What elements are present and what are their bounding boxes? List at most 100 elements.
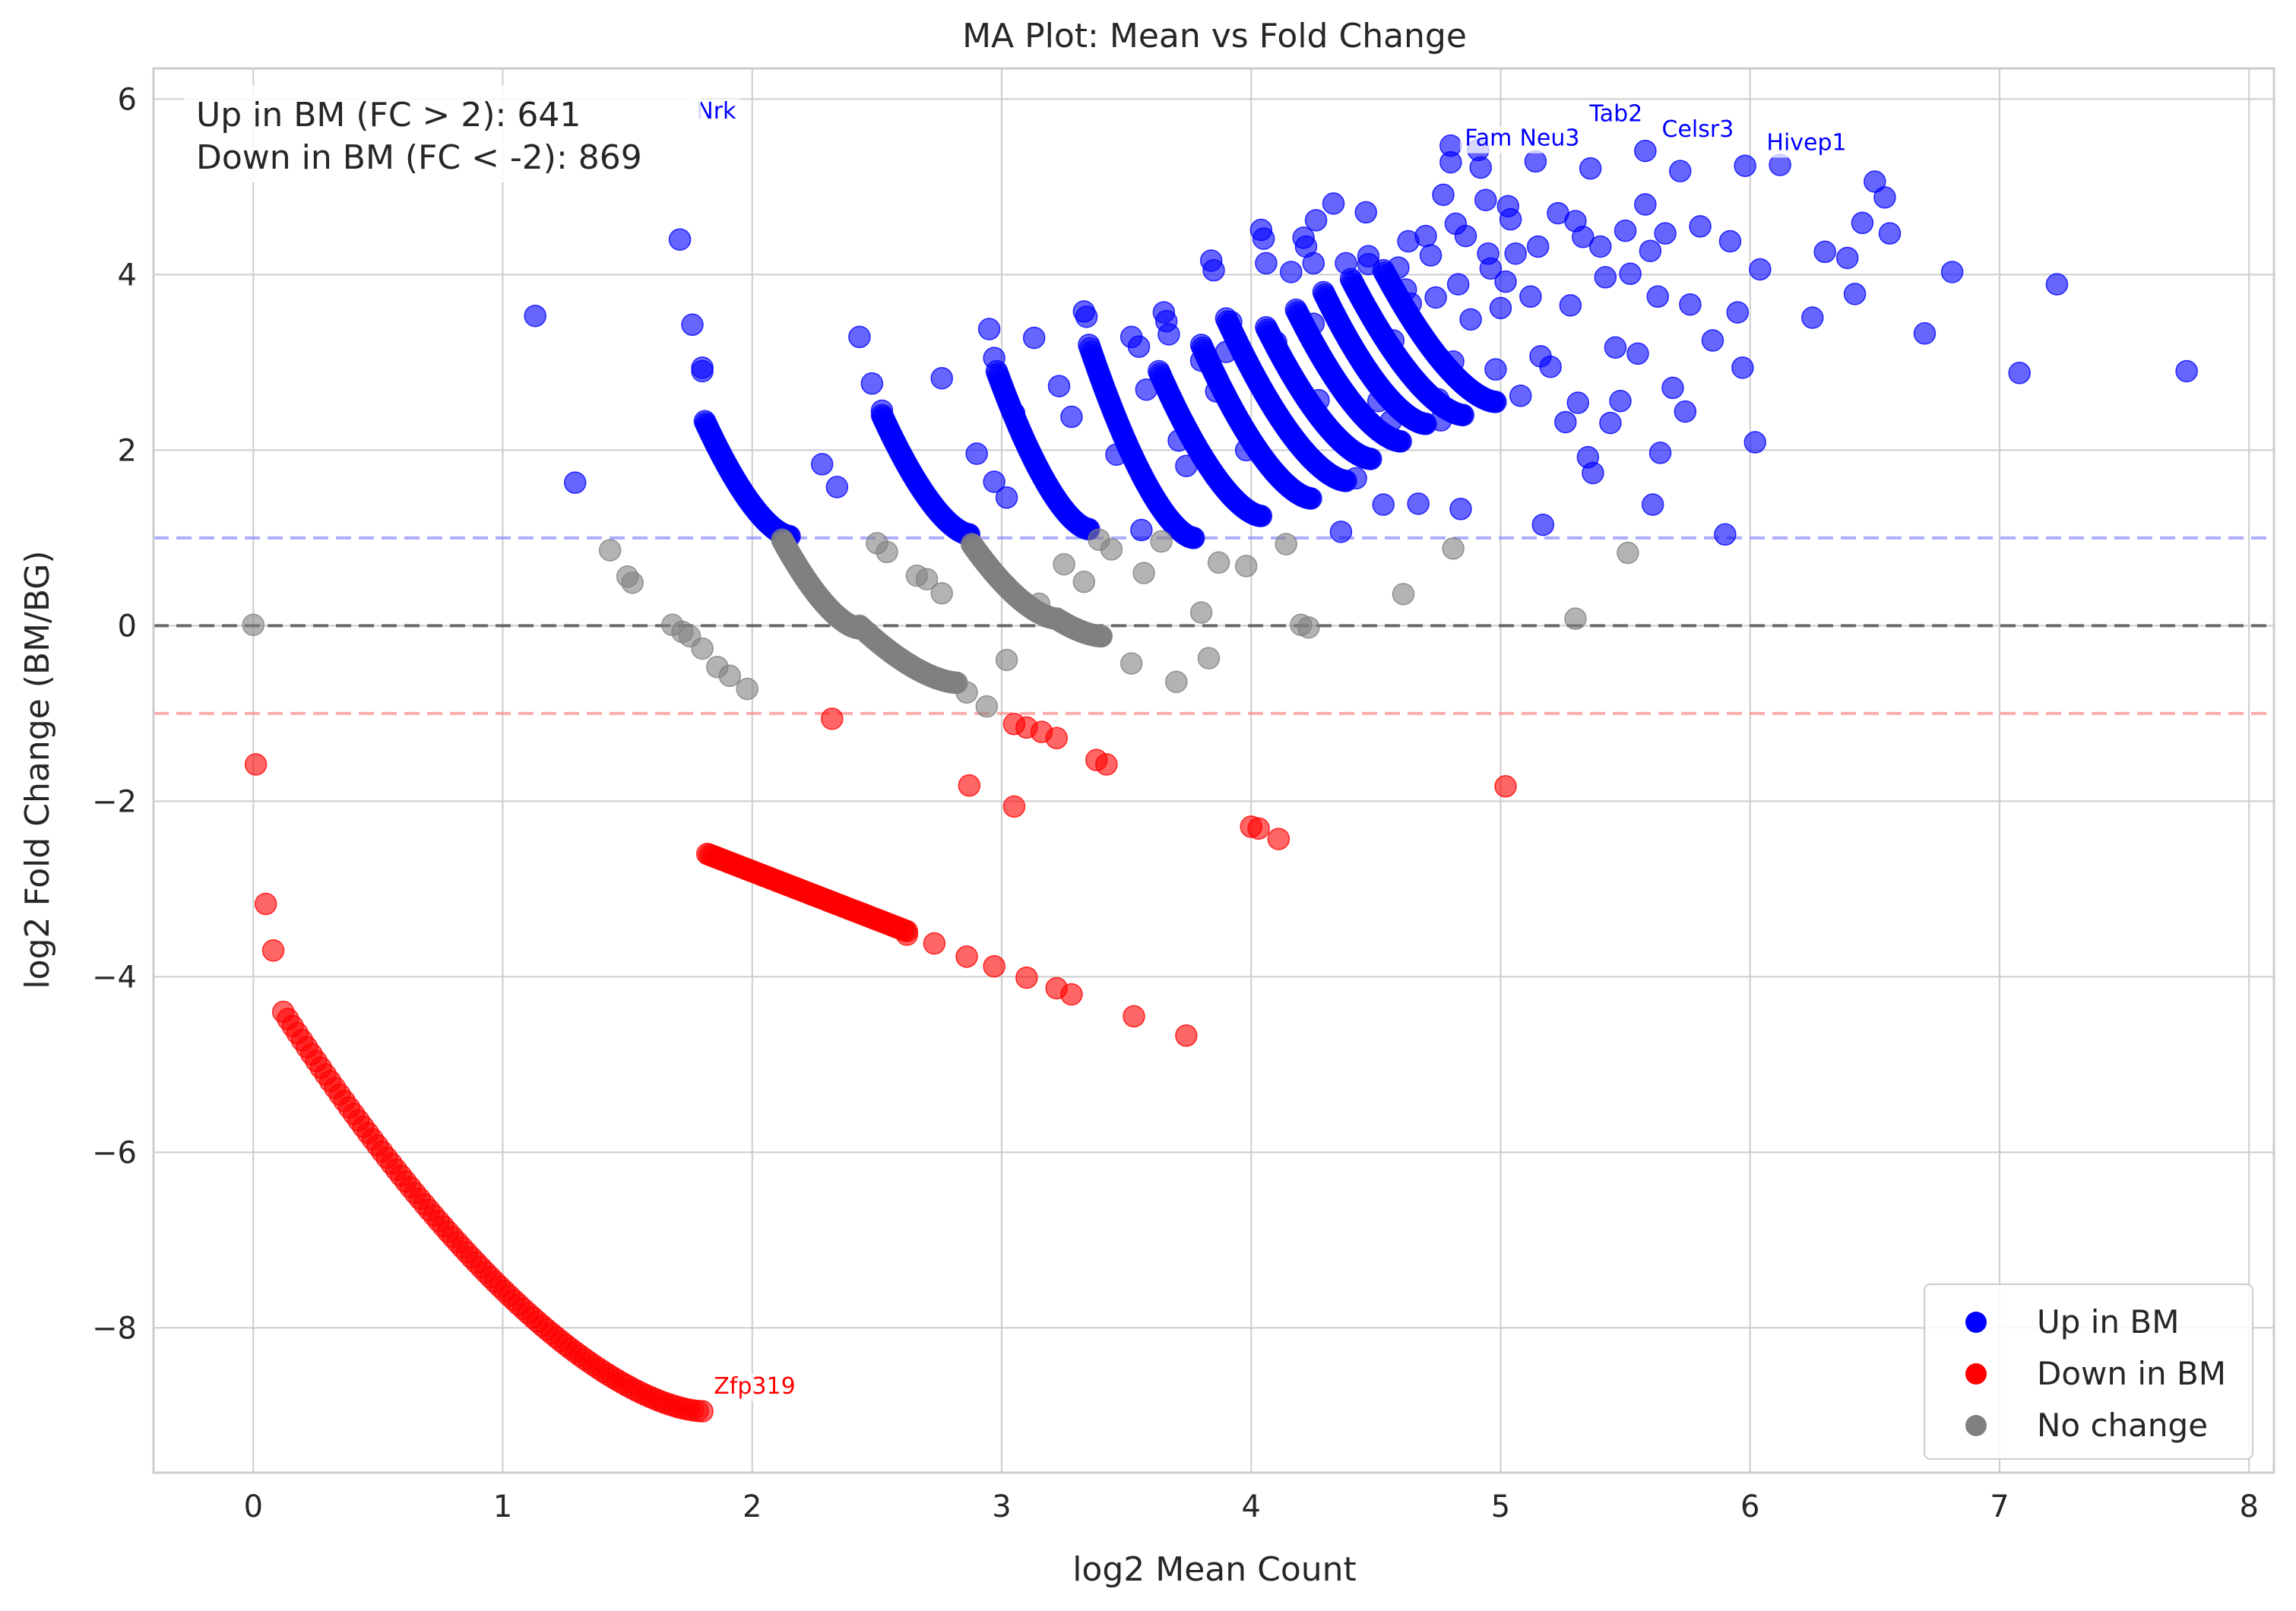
data-point-no-change (1028, 592, 1050, 616)
y-tick-label: −2 (92, 784, 137, 819)
x-tick-label: 1 (493, 1489, 512, 1524)
summary-box: Up in BM (FC > 2): 641 Down in BM (FC < … (184, 85, 701, 182)
data-point-up-in-bm (1599, 411, 1622, 435)
data-point-no-change (1617, 541, 1639, 565)
data-point-no-change (691, 637, 714, 660)
data-point-up-in-bm (1661, 376, 1684, 400)
data-point-up-in-bm (1641, 493, 1664, 516)
data-point-up-in-bm (1851, 211, 1874, 235)
data-point-up-in-bm (1060, 405, 1083, 429)
data-point-up-in-bm (1843, 283, 1867, 305)
data-point-up-in-bm (1526, 235, 1550, 258)
y-tick-label: 2 (118, 433, 137, 468)
data-point-up-in-bm (1367, 389, 1390, 413)
data-point-up-in-bm (1572, 226, 1595, 248)
data-point-no-change (1132, 562, 1155, 584)
data-point-up-in-bm (1429, 409, 1452, 432)
data-point-down-in-bm (261, 939, 285, 962)
plot-frame (152, 67, 2275, 1474)
data-point-no-change (955, 681, 978, 704)
data-point-up-in-bm (1427, 388, 1450, 411)
data-point-down-in-bm (895, 923, 919, 946)
data-point-no-change (1165, 670, 1188, 694)
data-point-up-in-bm (1566, 391, 1589, 414)
data-point-up-in-bm (870, 399, 894, 423)
data-point-up-in-bm (1489, 296, 1512, 320)
data-point-down-in-bm (1175, 1024, 1198, 1047)
data-point-up-in-bm (1075, 305, 1098, 328)
data-point-up-in-bm (1252, 227, 1275, 250)
data-point-up-in-bm (1731, 356, 1754, 379)
data-point-up-in-bm (1372, 493, 1395, 516)
data-point-up-in-bm (848, 325, 871, 349)
data-point-no-change (1392, 583, 1415, 606)
data-point-up-in-bm (1626, 342, 1649, 366)
data-point-up-in-bm (1449, 498, 1472, 521)
data-point-up-in-bm (810, 453, 834, 476)
data-point-no-change (1053, 552, 1075, 576)
data-point-up-in-bm (1419, 244, 1443, 267)
data-point-up-in-bm (1302, 312, 1325, 335)
data-point-up-in-bm (1300, 487, 1322, 510)
data-point-up-in-bm (1835, 246, 1859, 270)
data-point-up-in-bm (1639, 239, 1662, 262)
data-point-up-in-bm (1205, 380, 1228, 403)
gene-label: Neu3 (1519, 125, 1579, 152)
data-point-up-in-bm (1864, 170, 1886, 193)
data-point-down-in-bm (1494, 775, 1517, 798)
data-point-up-in-bm (1504, 242, 1527, 265)
data-point-up-in-bm (1322, 192, 1345, 215)
data-point-curves (271, 258, 1507, 1423)
data-point-up-in-bm (1424, 286, 1447, 309)
summary-down-count: Down in BM (FC < -2): 869 (196, 138, 642, 177)
x-tick-label: 8 (2239, 1489, 2258, 1524)
data-point-up-in-bm (1329, 521, 1353, 543)
data-point-up-in-bm (1002, 402, 1026, 425)
data-point-no-change (242, 613, 265, 637)
legend-label: No change (2037, 1407, 2208, 1444)
gene-label: Zfp319 (714, 1373, 795, 1400)
y-tick-label: −4 (92, 960, 137, 995)
data-point-up-in-bm (1387, 256, 1410, 279)
data-point-down-in-bm (1060, 983, 1083, 1006)
data-point-up-in-bm (1399, 292, 1423, 315)
data-point-up-in-bm (1634, 193, 1657, 216)
data-point-up-in-bm (1734, 154, 1756, 177)
data-point-up-in-bm (1679, 293, 1702, 316)
gene-label: Fam (1465, 125, 1512, 152)
data-point-down-in-bm (691, 1400, 714, 1423)
data-point-up-in-bm (1302, 252, 1325, 275)
data-point-down-in-bm (1267, 828, 1291, 850)
legend-label: Up in BM (2037, 1303, 2179, 1340)
data-point-up-in-bm (977, 318, 1001, 340)
data-point-up-in-bm (1714, 523, 1737, 546)
data-point-no-change (598, 539, 622, 562)
gene-label: Hivep1 (1766, 129, 1846, 156)
data-point-up-in-bm (1539, 355, 1562, 378)
annotation-background (1762, 130, 1849, 158)
data-point-up-in-bm (1813, 240, 1836, 264)
data-point-up-in-bm (1407, 492, 1430, 515)
data-point-down-in-bm (923, 932, 946, 955)
data-point-up-in-bm (1582, 461, 1604, 485)
data-point-up-in-bm (1726, 301, 1750, 324)
data-point-up-in-bm (1249, 505, 1273, 527)
data-point-up-in-bm (965, 442, 988, 465)
data-point-up-in-bm (1280, 261, 1303, 283)
data-point-no-change (621, 571, 644, 594)
data-point-down-in-bm (1095, 753, 1118, 776)
y-tick-label: −8 (92, 1311, 137, 1346)
x-tick-label: 7 (1990, 1489, 2009, 1524)
legend: Up in BM Down in BM No change (1924, 1283, 2253, 1460)
data-point-up-in-bm (1265, 331, 1287, 354)
data-point-up-in-bm (1614, 219, 1637, 242)
data-point-up-in-bm (1202, 258, 1225, 282)
summary-up-count: Up in BM (FC > 2): 641 (196, 96, 581, 135)
data-point-up-in-bm (1304, 209, 1328, 232)
data-point-no-change (1442, 537, 1465, 560)
data-point-up-in-bm (2175, 359, 2198, 383)
legend-box (1924, 1283, 2253, 1460)
data-point-up-in-bm (1654, 222, 1677, 245)
data-point-up-in-bm (2008, 362, 2031, 385)
annotation-background (1657, 117, 1744, 145)
